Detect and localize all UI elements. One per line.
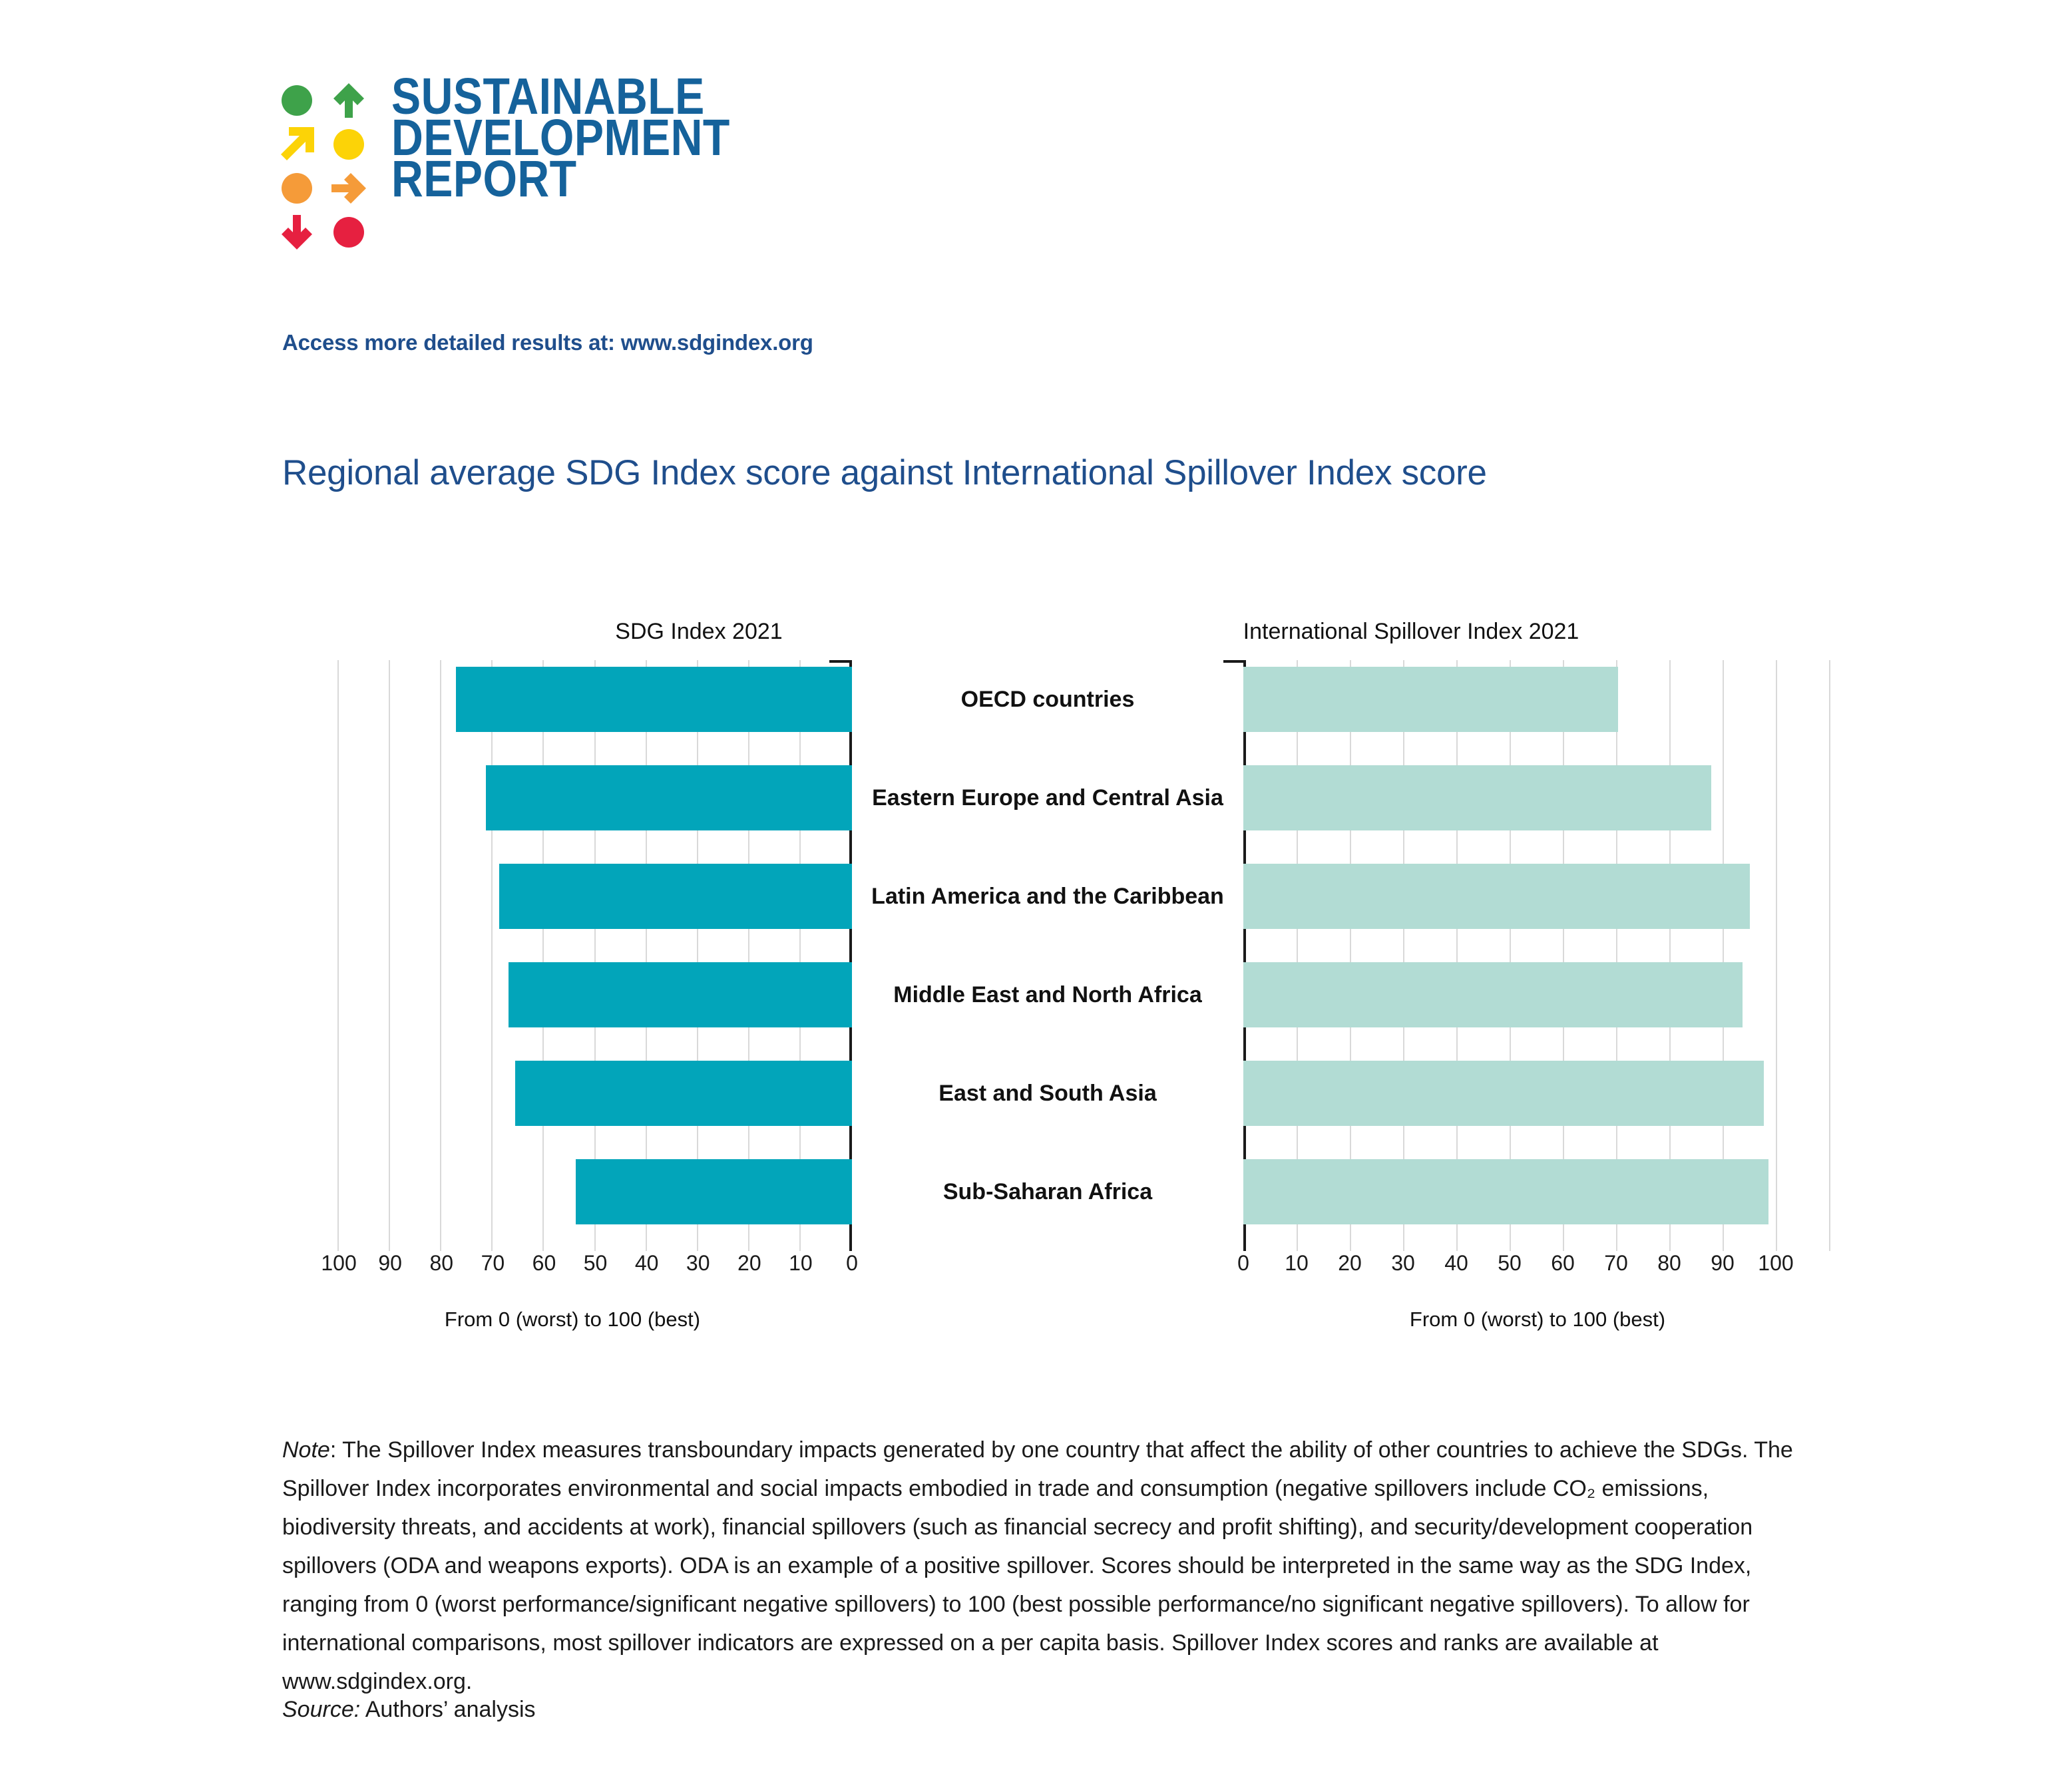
region-label: Sub-Saharan Africa: [942, 1178, 1153, 1204]
spillover-index-panel: [1223, 660, 1830, 1251]
right-axis-caption: From 0 (worst) to 100 (best): [1409, 1308, 1666, 1331]
orange-circle-icon: [278, 166, 315, 210]
axis-tick-label: 50: [1498, 1251, 1522, 1275]
table-row: [288, 1159, 852, 1224]
green-up-arrow-icon: [330, 79, 367, 122]
left-panel-header: SDG Index 2021: [615, 619, 783, 644]
red-down-arrow-icon: [278, 210, 315, 254]
axis-tick-label: 30: [686, 1251, 710, 1275]
region-label: East and South Asia: [938, 1080, 1157, 1106]
note-label: Note: [282, 1437, 330, 1463]
axis-tick-label: 50: [583, 1251, 608, 1275]
logo-line-3: REPORT: [391, 150, 577, 208]
table-row: [288, 1061, 852, 1126]
figure-title: Regional average SDG Index score against…: [282, 453, 1487, 492]
axis-tick-label: 20: [1338, 1251, 1362, 1275]
logo-icon-grid: [278, 79, 367, 254]
logo-wordmark: SUSTAINABLE DEVELOPMENT REPORT: [391, 68, 730, 208]
left-bars: [288, 660, 852, 1251]
note-text: : The Spillover Index measures transboun…: [282, 1437, 1793, 1694]
spillover-index-bar[interactable]: [1243, 667, 1619, 732]
sdg-index-bar[interactable]: [499, 864, 852, 929]
table-row: [1243, 765, 1829, 830]
axis-tick-label: 40: [634, 1251, 659, 1275]
axis-tick-label: 90: [378, 1251, 402, 1275]
sdg-index-bar[interactable]: [485, 765, 852, 830]
source-label: Source:: [282, 1697, 361, 1722]
green-circle-icon: [278, 79, 315, 122]
axis-tick-label: 70: [481, 1251, 505, 1275]
table-row: [1243, 1159, 1829, 1224]
red-circle-icon: [330, 210, 367, 254]
axis-tick-label: 40: [1444, 1251, 1468, 1275]
sdr-logo: SUSTAINABLE DEVELOPMENT REPORT: [278, 68, 785, 254]
spillover-index-bar[interactable]: [1243, 1061, 1764, 1126]
gridline: [1829, 660, 1830, 1251]
axis-tick-label: 0: [1237, 1251, 1249, 1275]
region-label: Latin America and the Caribbean: [871, 883, 1224, 909]
axis-tick-label: 80: [1657, 1251, 1681, 1275]
sdg-index-bar[interactable]: [576, 1159, 852, 1224]
figure-note: Note: The Spillover Index measures trans…: [282, 1431, 1806, 1701]
access-results-link[interactable]: Access more detailed results at: www.sdg…: [282, 330, 813, 355]
axis-tick-label: 0: [846, 1251, 858, 1275]
region-label: OECD countries: [960, 686, 1135, 712]
spillover-index-bar[interactable]: [1243, 962, 1743, 1027]
region-label: Middle East and North Africa: [893, 982, 1202, 1007]
table-row: [288, 765, 852, 830]
table-row: [288, 864, 852, 929]
table-row: [288, 667, 852, 732]
sdg-index-bar[interactable]: [515, 1061, 852, 1126]
logo-line-2: DEVELOPMENT: [391, 109, 730, 166]
table-row: [1243, 667, 1829, 732]
axis-tick-label: 10: [1285, 1251, 1309, 1275]
spillover-index-bar[interactable]: [1243, 864, 1750, 929]
axis-tick-label: 60: [532, 1251, 556, 1275]
table-row: [1243, 864, 1829, 929]
orange-right-arrow-icon: [330, 166, 367, 210]
region-label-column: OECD countries Eastern Europe and Central…: [852, 660, 1243, 1251]
table-row: [1243, 1061, 1829, 1126]
sdg-index-bar[interactable]: [455, 667, 852, 732]
axis-tick-label: 100: [321, 1251, 357, 1275]
axis-tick-label: 10: [789, 1251, 813, 1275]
sdg-index-bar[interactable]: [508, 962, 852, 1027]
left-axis-caption: From 0 (worst) to 100 (best): [444, 1308, 701, 1331]
right-bars: [1243, 660, 1829, 1251]
axis-tick-label: 80: [429, 1251, 454, 1275]
figure-source: Source: Authors’ analysis: [282, 1690, 1806, 1729]
axis-tick-label: 20: [737, 1251, 761, 1275]
logo-line-1: SUSTAINABLE: [391, 68, 705, 125]
region-label: Eastern Europe and Central Asia: [872, 785, 1223, 810]
axis-tick-label: 90: [1711, 1251, 1735, 1275]
spillover-index-bar[interactable]: [1243, 765, 1712, 830]
source-text: Authors’ analysis: [360, 1697, 536, 1722]
axis-tick-label: 30: [1391, 1251, 1415, 1275]
axis-tick-label: 100: [1758, 1251, 1794, 1275]
axis-tick-label: 70: [1604, 1251, 1628, 1275]
table-row: [1243, 962, 1829, 1027]
yellow-up-right-arrow-icon: [278, 122, 315, 166]
axis-tick-label: 60: [1551, 1251, 1575, 1275]
sdg-index-panel: [288, 660, 852, 1251]
table-row: [288, 962, 852, 1027]
right-axis-ticks: 0 10 20 30 40 50 60 70 80 90 100: [1237, 1251, 1829, 1288]
yellow-circle-icon: [330, 122, 367, 166]
left-axis-ticks: 100 90 80 70 60 50 40 30 20 10 0: [288, 1251, 858, 1288]
spillover-index-bar[interactable]: [1243, 1159, 1768, 1224]
right-panel-header: International Spillover Index 2021: [1243, 619, 1579, 644]
